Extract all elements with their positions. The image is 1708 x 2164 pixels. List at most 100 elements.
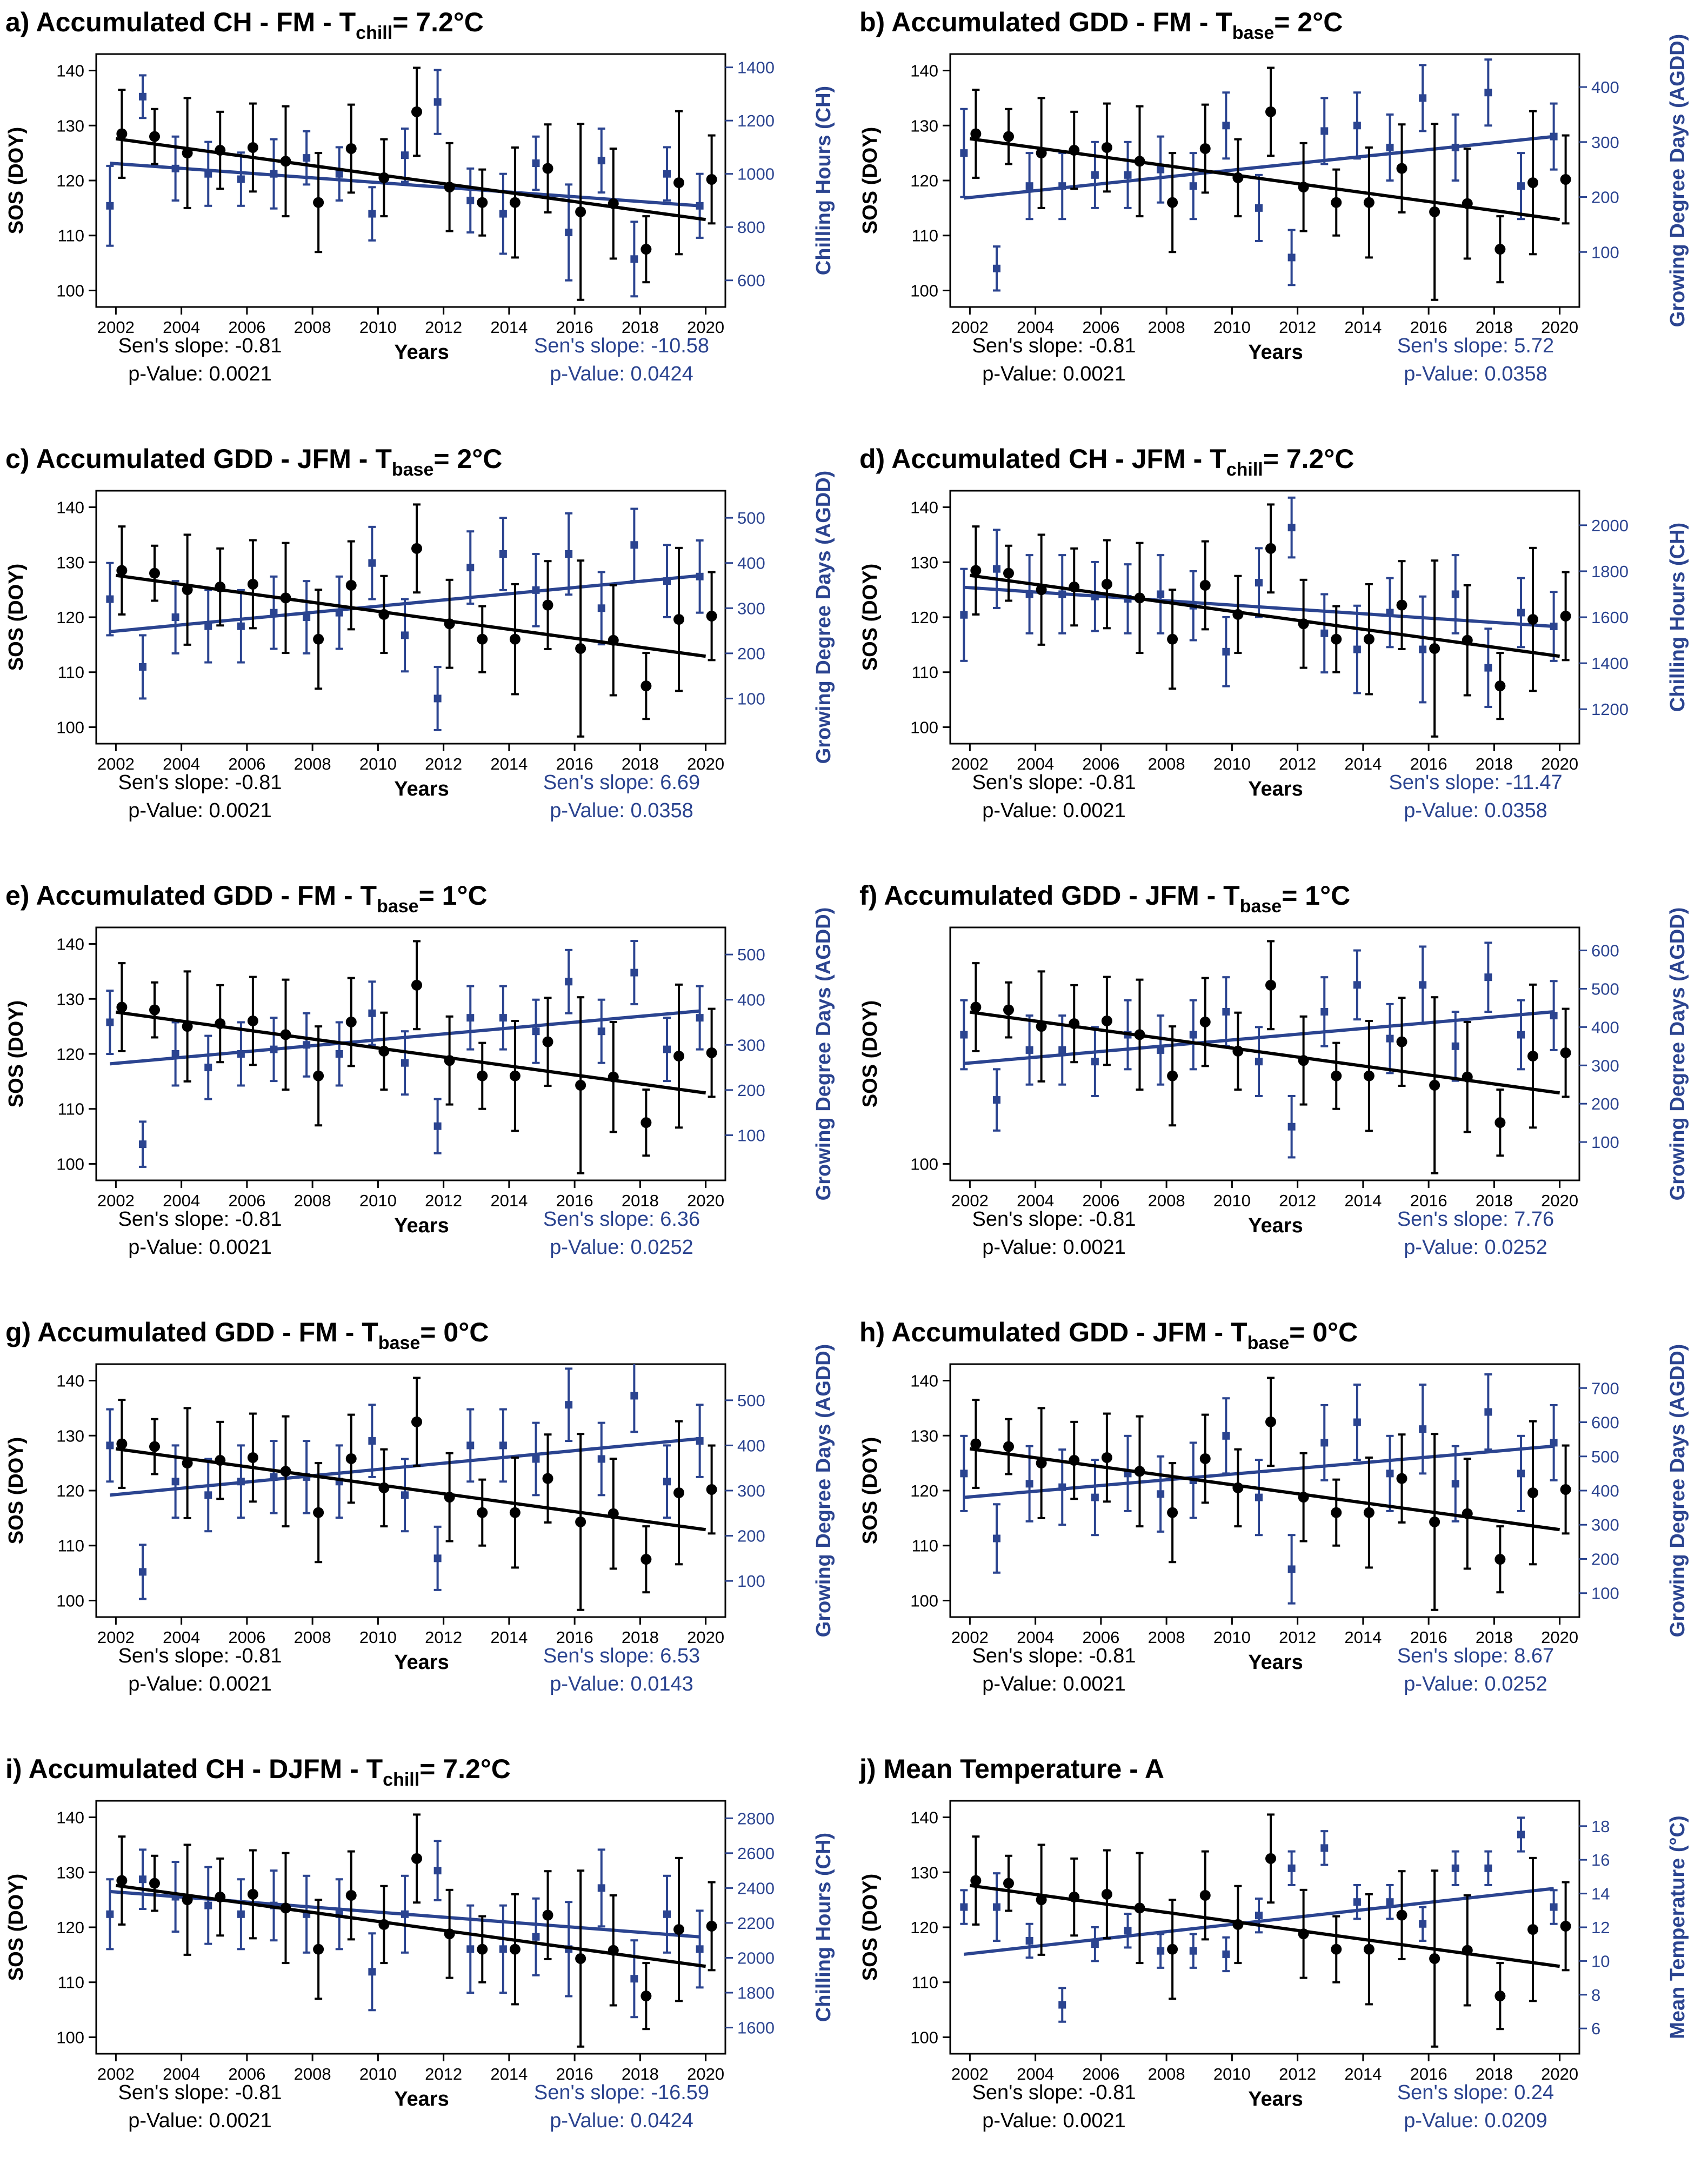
- chart-title-main: h) Accumulated GDD - JFM - T: [859, 1317, 1247, 1347]
- sos-p-value: p-Value: 0.0021: [128, 1236, 272, 1259]
- x-tick-label: 2018: [1476, 754, 1513, 773]
- sos-point: [1167, 1070, 1178, 1081]
- x-tick-label: 2006: [228, 318, 265, 337]
- x-tick-label: 2016: [556, 754, 593, 773]
- y-tick-label: 100: [56, 281, 84, 300]
- secondary-point: [565, 1401, 573, 1409]
- y2-tick-label: 2400: [737, 1879, 775, 1898]
- secondary-point: [139, 1568, 146, 1576]
- chart-title-tail: = 0°C: [1289, 1317, 1358, 1347]
- secondary-point: [1157, 590, 1165, 598]
- sos-point: [706, 1920, 717, 1932]
- secondary-point: [1353, 1898, 1361, 1906]
- chart-title-main: f) Accumulated GDD - JFM - T: [859, 880, 1240, 911]
- secondary-point: [499, 1441, 507, 1450]
- secondary-point: [1320, 1844, 1329, 1852]
- x-tick-label: 2006: [228, 1191, 265, 1210]
- sos-point: [575, 206, 586, 217]
- secondary-point: [1091, 1940, 1099, 1948]
- x-tick-label: 2004: [1017, 318, 1054, 337]
- chart-title-tail: = 2°C: [1274, 7, 1343, 37]
- secondary-point: [1025, 1480, 1033, 1488]
- y-tick-label: 100: [56, 2028, 84, 2047]
- y2-tick-label: 600: [1591, 1413, 1619, 1432]
- secondary-point: [696, 1014, 704, 1022]
- secondary-point: [401, 1059, 409, 1067]
- x-tick-label: 2012: [1279, 754, 1316, 773]
- sos-point: [1560, 1047, 1571, 1058]
- plot-area: [106, 1813, 717, 2048]
- sos-point: [313, 1070, 324, 1081]
- sos-point: [1494, 1991, 1506, 2002]
- x-tick-label: 2008: [294, 1628, 331, 1647]
- secondary-point: [1124, 1927, 1132, 1935]
- chart-title-subscript: base: [378, 1333, 421, 1353]
- secondary-point: [960, 149, 968, 157]
- y-axis-label: SOS (DOY): [859, 1874, 882, 1981]
- sos-point: [1527, 177, 1538, 189]
- sos-sens-slope: Sen's slope: -0.81: [118, 771, 282, 794]
- secondary-point: [1025, 182, 1033, 190]
- sos-point: [509, 1507, 521, 1518]
- secondary-point: [1287, 253, 1296, 262]
- secondary-point: [1517, 609, 1525, 617]
- x-tick-label: 2010: [1213, 2065, 1251, 2083]
- sos-point: [345, 1016, 357, 1027]
- x-tick-label: 2012: [425, 318, 462, 337]
- y2-tick-label: 2800: [737, 1809, 775, 1828]
- sos-point: [1396, 1036, 1407, 1047]
- x-tick-label: 2006: [1082, 1191, 1119, 1210]
- sos-point: [149, 567, 160, 579]
- secondary-point: [466, 1441, 475, 1450]
- y-tick-label: 100: [910, 1154, 938, 1173]
- sos-point: [1101, 1888, 1112, 1900]
- secondary-point: [335, 1050, 343, 1058]
- secondary-point: [237, 1910, 245, 1918]
- sos-point: [1396, 1909, 1407, 1921]
- x-tick-label: 2002: [951, 1628, 989, 1647]
- y-axis-label: SOS (DOY): [5, 1437, 28, 1544]
- secondary-point: [696, 1945, 704, 1953]
- x-tick-label: 2016: [1410, 1191, 1447, 1210]
- sos-point: [1396, 163, 1407, 174]
- x-tick-label: 2010: [359, 1628, 397, 1647]
- secondary-point: [139, 1140, 146, 1148]
- y-tick-label: 120: [910, 1918, 938, 1937]
- y2-axis-label: Chilling Hours (CH): [1666, 523, 1689, 712]
- secondary-point: [993, 565, 1000, 573]
- y-tick-label: 100: [56, 1154, 84, 1173]
- chart-title-main: a) Accumulated CH - FM - T: [5, 7, 356, 37]
- sos-p-value: p-Value: 0.0021: [982, 1673, 1126, 1695]
- y2-tick-label: 100: [737, 1572, 765, 1591]
- sos-point: [640, 1991, 652, 2002]
- y2-tick-label: 2200: [737, 1914, 775, 1933]
- x-tick-label: 2006: [1082, 754, 1119, 773]
- sos-point: [970, 1875, 982, 1886]
- secondary-p-value: p-Value: 0.0252: [1404, 1236, 1547, 1259]
- sos-point: [149, 1441, 160, 1452]
- secondary-sens-slope: Sen's slope: 5.72: [1397, 335, 1554, 357]
- chart-panel-d: d) Accumulated CH - JFM - Tchill= 7.2°C 2…: [859, 444, 1689, 822]
- y-tick-label: 130: [56, 1863, 84, 1882]
- x-tick-label: 2012: [1279, 318, 1316, 337]
- sos-point: [411, 979, 422, 991]
- y-axis-label: SOS (DOY): [859, 1437, 882, 1544]
- y-tick-label: 140: [910, 498, 938, 517]
- sos-point: [1560, 1484, 1571, 1495]
- x-tick-label: 2002: [951, 318, 989, 337]
- sos-point: [1331, 1943, 1342, 1955]
- sos-point: [970, 1001, 982, 1013]
- secondary-point: [1517, 1031, 1525, 1039]
- x-axis-label: Years: [1248, 1651, 1303, 1674]
- chart-title: h) Accumulated GDD - JFM - Tbase= 0°C: [859, 1317, 1358, 1353]
- secondary-point: [1451, 1864, 1459, 1872]
- secondary-point: [204, 1064, 212, 1072]
- x-tick-label: 2014: [1344, 2065, 1382, 2083]
- x-tick-label: 2010: [359, 318, 397, 337]
- secondary-point: [960, 1903, 968, 1911]
- secondary-trend-line: [110, 1009, 700, 1066]
- secondary-point: [368, 1968, 376, 1976]
- secondary-point: [1451, 1042, 1459, 1050]
- x-tick-label: 2010: [1213, 1191, 1251, 1210]
- secondary-trend-line: [110, 161, 700, 208]
